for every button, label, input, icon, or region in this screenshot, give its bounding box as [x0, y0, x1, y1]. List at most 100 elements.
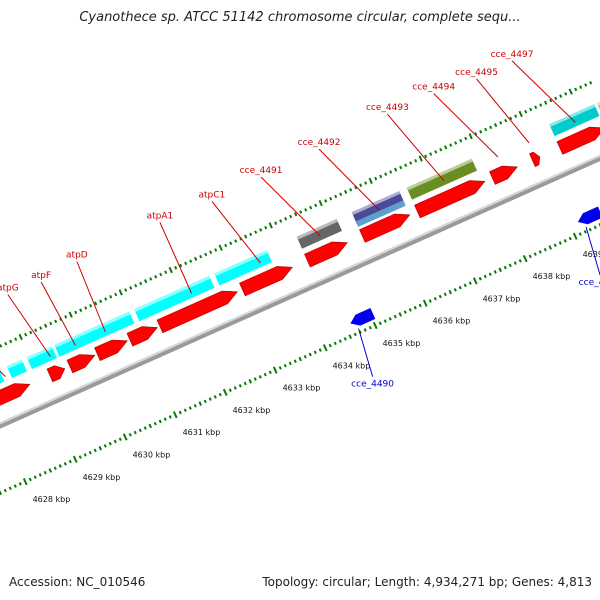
tick-mark: [172, 411, 178, 419]
minus-gene-label: cce_4490: [351, 380, 394, 390]
backbone-layer: [0, 154, 600, 429]
tick-mark: [299, 210, 303, 214]
tick-mark: [22, 477, 28, 486]
tick-mark: [368, 325, 372, 330]
feature-bar: [296, 219, 342, 249]
tick-mark: [458, 285, 462, 290]
tick-mark: [3, 488, 7, 493]
tick-mark: [409, 161, 413, 165]
tick-mark: [13, 484, 17, 488]
tick-mark: [322, 344, 328, 352]
tick-mark: [168, 266, 173, 274]
tick-mark: [178, 410, 182, 415]
feature-bar: [549, 104, 600, 137]
gene-leader-line: [7, 294, 51, 357]
tick-mark: [422, 299, 428, 307]
gene-label: atpC1: [199, 190, 226, 200]
tick-mark: [318, 200, 323, 207]
gene-label: cce_4497: [491, 50, 534, 60]
tick-mark: [549, 98, 553, 103]
tick-mark: [329, 196, 333, 201]
tick-mark: [568, 88, 573, 95]
tick-mark: [479, 130, 483, 134]
tick-mark: [248, 378, 253, 384]
tick-mark: [568, 236, 572, 241]
tick-mark: [508, 263, 512, 268]
feature-bar-shine: [296, 219, 338, 240]
tick-mark: [4, 341, 8, 346]
tick-mark: [314, 203, 318, 208]
tick-mark: [114, 292, 118, 297]
genes-layer: [0, 126, 600, 406]
tick-mark: [268, 370, 272, 375]
tick-mark: [109, 295, 113, 299]
tick-mark: [389, 170, 393, 174]
tick-mark: [28, 477, 32, 482]
tick-mark: [429, 152, 433, 156]
tick-mark: [108, 441, 112, 446]
feature-bar-shine: [214, 250, 268, 277]
gene-leader-line: [433, 93, 499, 158]
tick-mark: [448, 289, 453, 295]
minus-gene-leader-line: [585, 226, 600, 276]
tick-mark: [289, 214, 293, 219]
feature-bar-shine: [54, 311, 131, 348]
tick-mark: [343, 337, 347, 341]
tick-mark: [148, 423, 153, 429]
tick-mark: [593, 225, 597, 230]
tick-mark: [439, 147, 443, 152]
tick-mark: [18, 333, 23, 341]
tick-mark: [563, 238, 567, 243]
tick-mark: [99, 299, 103, 304]
gene-label: cce_4493: [366, 103, 409, 113]
tick-mark: [18, 482, 22, 486]
backbone-highlight: [0, 154, 600, 425]
tick-mark: [449, 143, 453, 147]
tick-mark: [228, 388, 232, 393]
tick-mark: [83, 453, 87, 457]
tick-mark: [284, 216, 288, 221]
tick-mark: [63, 461, 67, 466]
tick-mark: [564, 92, 568, 96]
plus-gene-arrow: [556, 126, 600, 155]
tick-mark: [29, 330, 33, 335]
tick-mark: [193, 256, 198, 261]
tick-mark: [43, 323, 48, 328]
tick-marks-layer: [0, 80, 600, 496]
tick-mark: [308, 352, 312, 357]
tick-mark: [359, 183, 363, 188]
tick-mark: [159, 272, 163, 277]
tick-mark: [203, 399, 207, 404]
tick-mark: [268, 222, 273, 229]
gene-label: cce_4494: [412, 83, 455, 93]
tick-mark: [153, 421, 157, 426]
tick-mark: [493, 122, 498, 128]
feature-bar-shine: [26, 346, 53, 360]
feature-bar-shine: [596, 101, 600, 106]
tick-mark: [372, 321, 378, 330]
tick-mark: [218, 244, 223, 251]
tick-mark: [424, 154, 428, 159]
tick-mark: [504, 118, 508, 123]
tick-mark: [454, 141, 458, 145]
gene-label: atpG: [0, 284, 19, 294]
tick-mark: [278, 366, 282, 370]
tick-mark: [498, 267, 503, 273]
tick-mark: [363, 328, 367, 332]
tick-mark: [472, 277, 478, 285]
tick-mark: [9, 339, 13, 344]
gene-leader-line: [476, 78, 530, 144]
tick-mark: [243, 381, 247, 386]
tick-mark: [224, 243, 228, 248]
feature-bar-shine: [134, 275, 211, 312]
feature-bar: [0, 371, 5, 384]
tick-mark: [274, 221, 278, 225]
tick-mark: [154, 274, 158, 279]
tick-mark: [198, 401, 203, 406]
feature-bar-shine: [406, 158, 473, 191]
tick-mark: [238, 383, 242, 388]
tick-mark: [259, 228, 263, 232]
tick-mark: [378, 321, 382, 326]
gene-leader-line: [76, 261, 106, 333]
